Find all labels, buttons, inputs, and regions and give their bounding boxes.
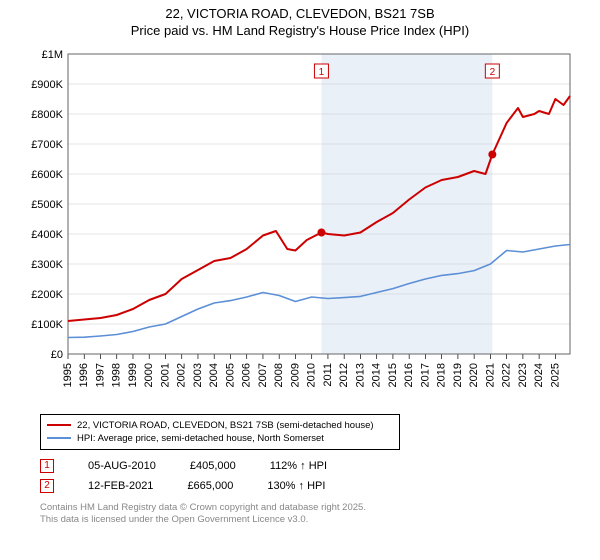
svg-text:£100K: £100K — [31, 319, 63, 331]
svg-text:2010: 2010 — [306, 363, 318, 387]
marker-table: 1 05-AUG-2010 £405,000 112% ↑ HPI 2 12-F… — [40, 456, 600, 496]
chart-area: £0 £100K £200K £300K £400K £500K £600K £700K £80… — [20, 48, 580, 408]
svg-text:2021: 2021 — [484, 363, 496, 387]
marker-price: £665,000 — [187, 480, 233, 492]
svg-text:2023: 2023 — [517, 363, 529, 387]
svg-text:2005: 2005 — [224, 363, 236, 387]
chart-svg: £0 £100K £200K £300K £400K £500K £600K £700K £80… — [20, 48, 580, 408]
marker-row: 2 12-FEB-2021 £665,000 130% ↑ HPI — [40, 476, 600, 496]
svg-text:1: 1 — [319, 67, 325, 78]
legend-label: HPI: Average price, semi-detached house,… — [77, 433, 324, 444]
svg-text:2015: 2015 — [387, 363, 399, 387]
svg-text:2018: 2018 — [436, 363, 448, 387]
svg-text:2008: 2008 — [273, 363, 285, 387]
svg-text:2009: 2009 — [289, 363, 301, 387]
svg-text:2024: 2024 — [533, 363, 545, 387]
marker-date: 05-AUG-2010 — [88, 460, 156, 472]
marker-date: 12-FEB-2021 — [88, 480, 153, 492]
legend-swatch — [47, 437, 71, 439]
legend: 22, VICTORIA ROAD, CLEVEDON, BS21 7SB (s… — [40, 414, 400, 450]
svg-text:£900K: £900K — [31, 79, 63, 91]
footer-line1: Contains HM Land Registry data © Crown c… — [40, 502, 600, 514]
title-line2: Price paid vs. HM Land Registry's House … — [0, 23, 600, 40]
svg-text:£500K: £500K — [31, 199, 63, 211]
svg-text:£300K: £300K — [31, 259, 63, 271]
svg-text:2020: 2020 — [468, 363, 480, 387]
footer-line2: This data is licensed under the Open Gov… — [40, 514, 600, 526]
svg-text:£600K: £600K — [31, 169, 63, 181]
svg-text:£1M: £1M — [42, 49, 63, 61]
svg-text:£400K: £400K — [31, 229, 63, 241]
svg-text:1995: 1995 — [62, 363, 74, 387]
svg-text:2: 2 — [490, 67, 496, 78]
svg-text:£800K: £800K — [31, 109, 63, 121]
svg-text:1999: 1999 — [127, 363, 139, 387]
legend-label: 22, VICTORIA ROAD, CLEVEDON, BS21 7SB (s… — [77, 420, 374, 431]
svg-text:2004: 2004 — [208, 363, 220, 387]
svg-text:2012: 2012 — [338, 363, 350, 387]
svg-text:2002: 2002 — [176, 363, 188, 387]
svg-text:2011: 2011 — [322, 363, 334, 387]
svg-text:2025: 2025 — [549, 363, 561, 387]
svg-text:2017: 2017 — [419, 363, 431, 387]
chart-title: 22, VICTORIA ROAD, CLEVEDON, BS21 7SB Pr… — [0, 0, 600, 40]
legend-item: HPI: Average price, semi-detached house,… — [47, 432, 393, 445]
svg-text:2000: 2000 — [143, 363, 155, 387]
svg-text:1998: 1998 — [111, 363, 123, 387]
svg-text:£700K: £700K — [31, 139, 63, 151]
svg-text:2014: 2014 — [371, 363, 383, 387]
legend-item: 22, VICTORIA ROAD, CLEVEDON, BS21 7SB (s… — [47, 419, 393, 432]
svg-text:2006: 2006 — [241, 363, 253, 387]
svg-text:2001: 2001 — [159, 363, 171, 387]
marker-pct: 130% ↑ HPI — [267, 480, 325, 492]
svg-text:2013: 2013 — [354, 363, 366, 387]
marker-price: £405,000 — [190, 460, 236, 472]
svg-text:2022: 2022 — [501, 363, 513, 387]
svg-text:2003: 2003 — [192, 363, 204, 387]
svg-text:1996: 1996 — [78, 363, 90, 387]
svg-text:£200K: £200K — [31, 289, 63, 301]
svg-text:1997: 1997 — [94, 363, 106, 387]
marker-row: 1 05-AUG-2010 £405,000 112% ↑ HPI — [40, 456, 600, 476]
footer: Contains HM Land Registry data © Crown c… — [40, 502, 600, 526]
svg-text:£0: £0 — [51, 349, 63, 361]
legend-swatch — [47, 424, 71, 426]
title-line1: 22, VICTORIA ROAD, CLEVEDON, BS21 7SB — [0, 6, 600, 23]
marker-badge: 1 — [40, 459, 54, 473]
marker-pct: 112% ↑ HPI — [270, 460, 327, 472]
svg-text:2007: 2007 — [257, 363, 269, 387]
svg-text:2019: 2019 — [452, 363, 464, 387]
marker-badge: 2 — [40, 479, 54, 493]
svg-text:2016: 2016 — [403, 363, 415, 387]
